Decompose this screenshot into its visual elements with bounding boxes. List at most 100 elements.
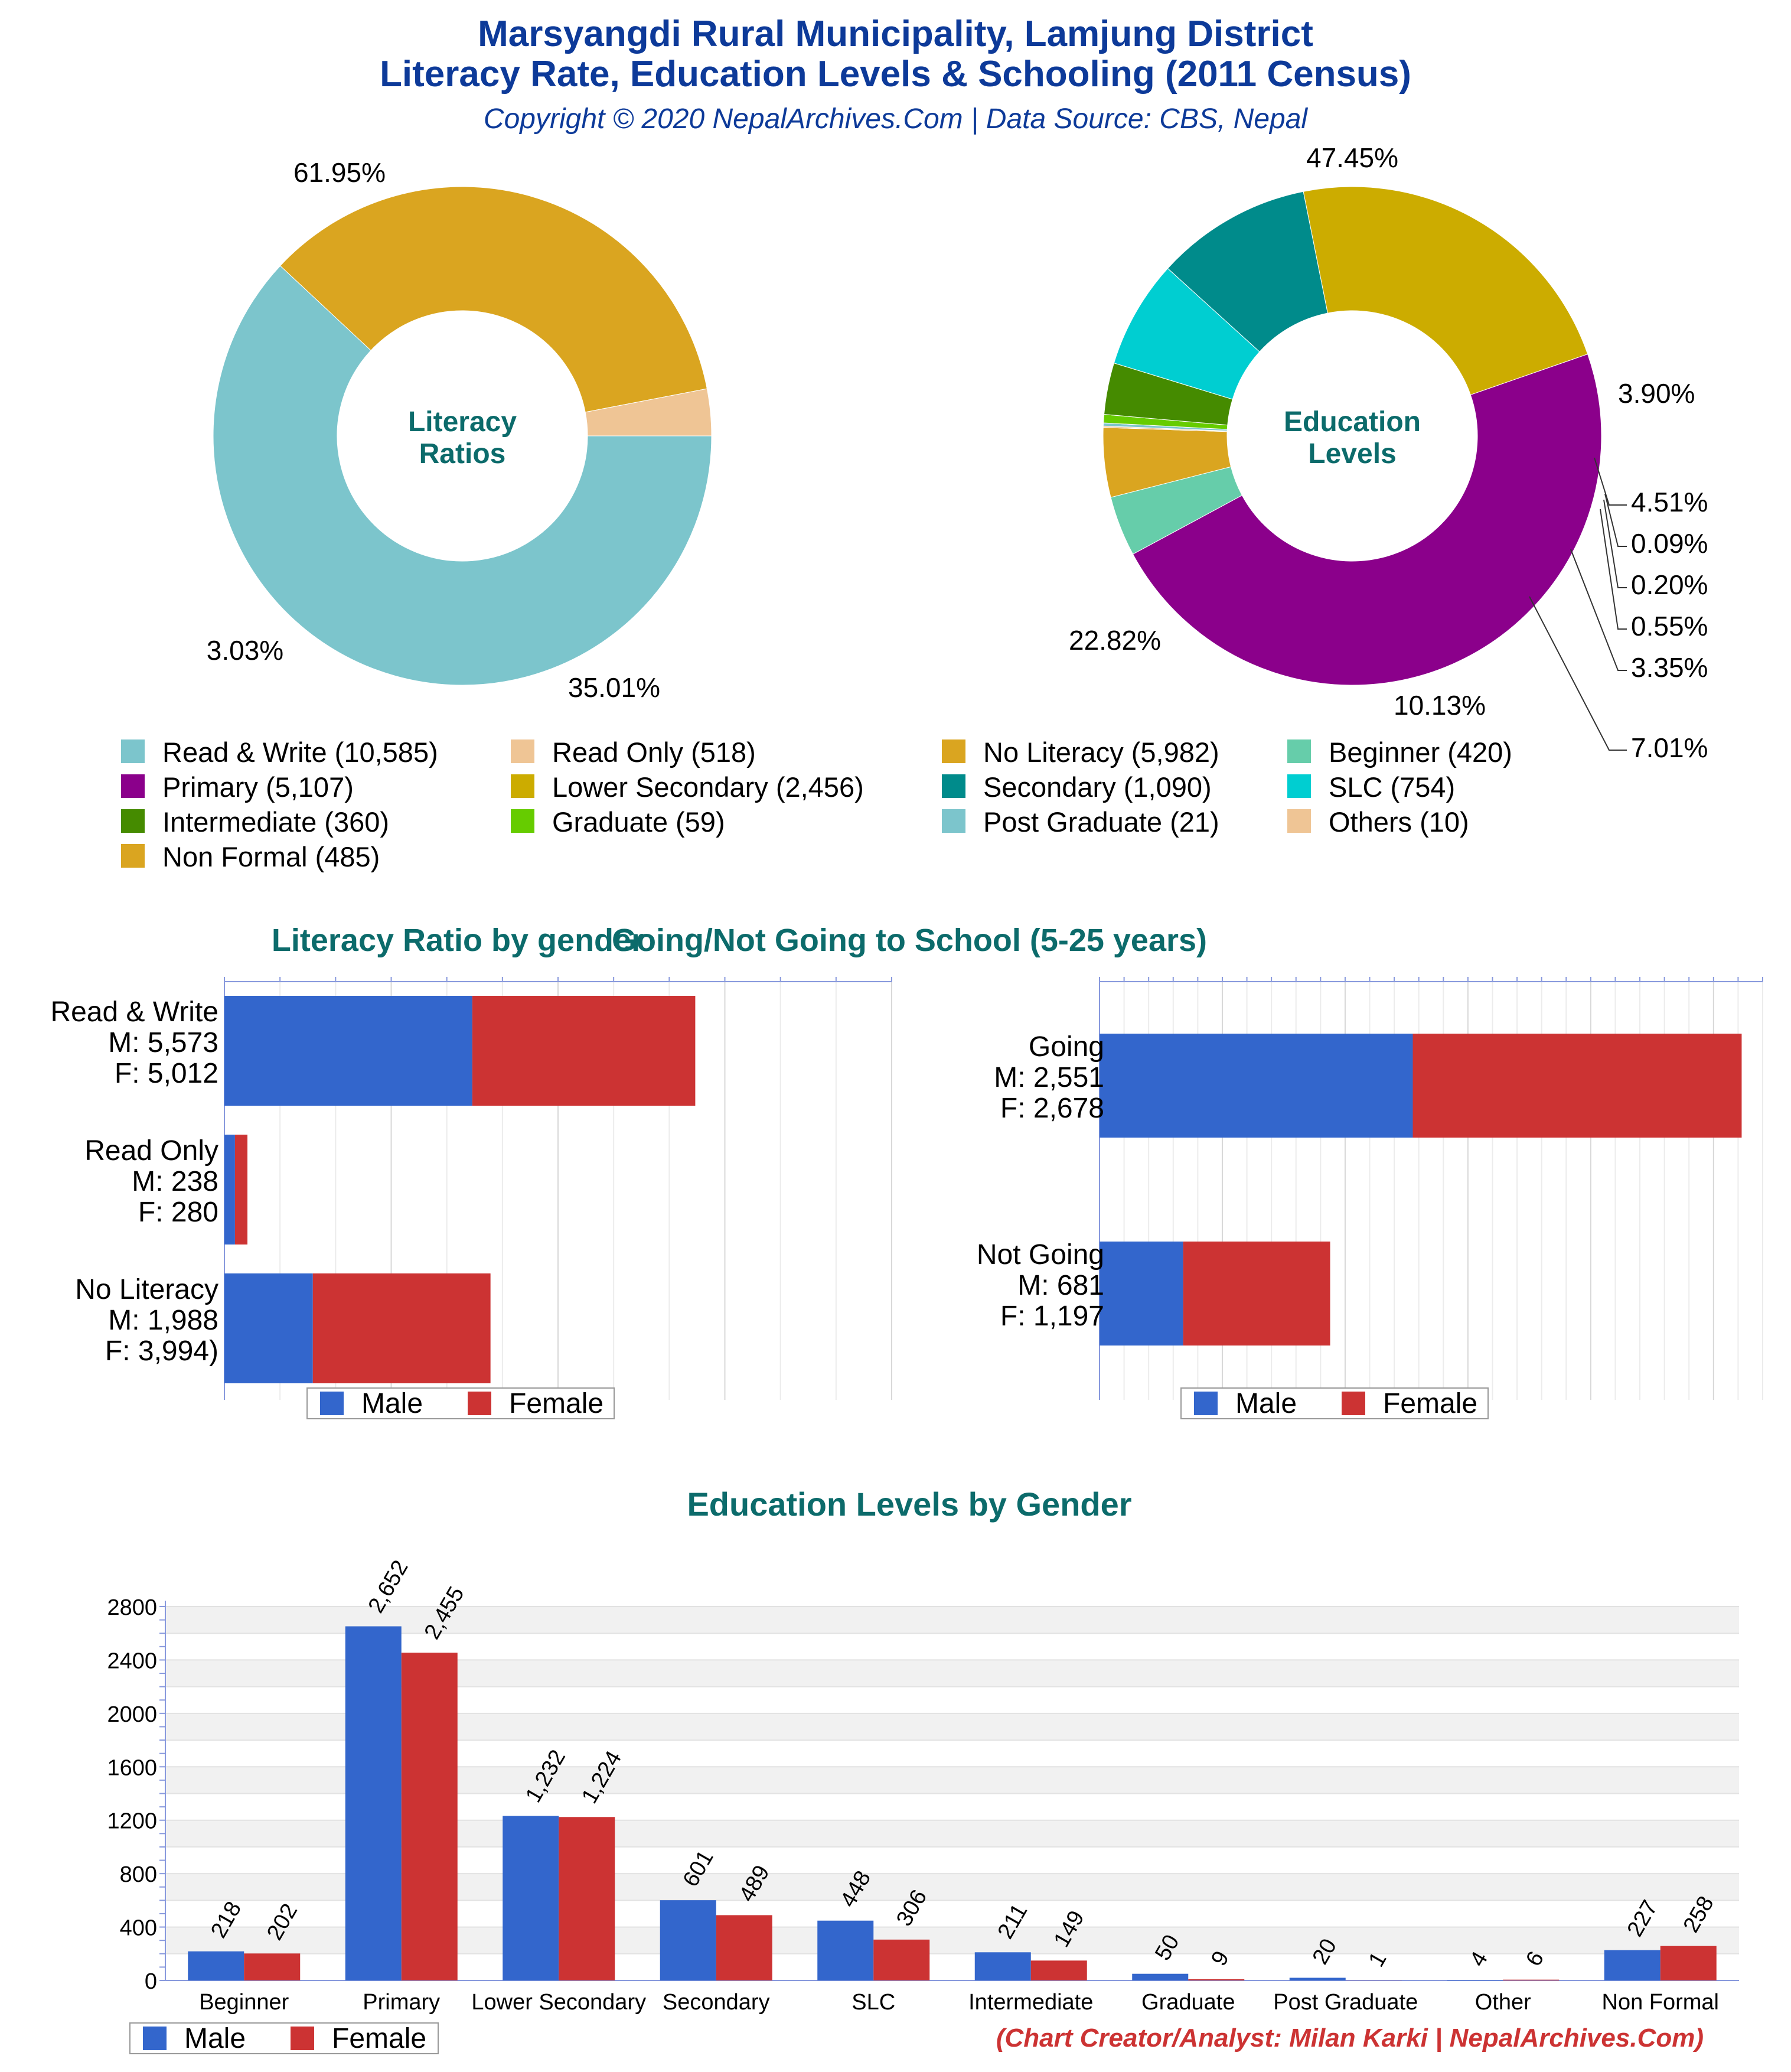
x-tick-label: Primary — [363, 1990, 440, 2015]
legend-swatch — [511, 774, 534, 798]
y-tick-label: 2800 — [107, 1595, 157, 1620]
bar-female — [1188, 1979, 1245, 1980]
legend-label: Post Graduate (21) — [983, 806, 1219, 838]
donut-percent-label: 61.95% — [293, 157, 386, 188]
bar-male — [224, 996, 472, 1106]
y-tick-label: 0 — [145, 1969, 157, 1994]
hbar-title: Literacy Ratio by gender — [272, 923, 644, 958]
bar-female — [1660, 1946, 1717, 1980]
bar-male — [1100, 1242, 1183, 1346]
legend-swatch — [121, 739, 145, 763]
y-tick-label: 800 — [120, 1862, 157, 1887]
legend-swatch — [942, 774, 965, 798]
legend-label-male: Male — [184, 2023, 246, 2054]
donut-center-label: Levels — [1308, 438, 1396, 470]
x-tick-label: Beginner — [199, 1990, 289, 2015]
donut-percent-label: 0.20% — [1631, 569, 1708, 600]
bar-male — [1289, 1977, 1346, 1980]
legend-label: Graduate (59) — [552, 806, 725, 838]
page-title-line2: Literacy Rate, Education Levels & School… — [380, 54, 1411, 95]
bar-female — [1183, 1242, 1330, 1346]
legend-swatch — [511, 809, 534, 833]
category-label: No Literacy — [75, 1274, 218, 1305]
donut-percent-label: 47.45% — [1306, 142, 1398, 173]
legend-label: No Literacy (5,982) — [983, 737, 1219, 768]
bar-male — [1100, 1034, 1413, 1138]
category-label: Not Going — [977, 1239, 1104, 1270]
donut-slice-read-write — [213, 265, 712, 686]
donut-leader-line — [1604, 493, 1627, 547]
x-tick-label: Non Formal — [1602, 1990, 1720, 2015]
bar-male — [224, 1273, 313, 1383]
pie-legend: Read & Write (10,585) Read Only (518) No L… — [121, 737, 1512, 872]
legend-label: Lower Secondary (2,456) — [552, 771, 864, 803]
legend-swatch — [942, 739, 965, 763]
donut-percent-label: 35.01% — [568, 672, 660, 703]
category-label: F: 1,197 — [1000, 1301, 1104, 1332]
category-label: F: 280 — [138, 1197, 218, 1228]
legend-label-female: Female — [1383, 1388, 1477, 1419]
donut-leader-line — [1529, 596, 1627, 751]
legend-swatch — [121, 844, 145, 868]
bar-female — [873, 1939, 930, 1980]
legend-label-male: Male — [361, 1388, 423, 1419]
category-label: F: 3,994) — [105, 1335, 218, 1367]
legend-swatch — [1287, 739, 1311, 763]
bar-male — [503, 1816, 559, 1980]
vbar-title: Education Levels by Gender — [687, 1485, 1131, 1523]
donut-slice-lower-secondary — [1303, 186, 1588, 396]
donut-slice-read-only — [585, 388, 712, 436]
bar-female — [312, 1273, 491, 1383]
legend-label-female: Female — [509, 1388, 603, 1419]
category-label: F: 2,678 — [1000, 1093, 1104, 1124]
legend-label: Read & Write (10,585) — [162, 737, 438, 768]
donut-slice-no-literacy — [279, 186, 707, 413]
bar-male — [224, 1135, 235, 1244]
legend-swatch-female — [291, 2027, 314, 2050]
legend-swatch — [121, 809, 145, 833]
legend-swatch-male — [320, 1392, 344, 1415]
legend-swatch-male — [143, 2027, 167, 2050]
vbar-legend-box — [129, 2022, 439, 2054]
donut-percent-label: 0.55% — [1631, 611, 1708, 641]
donut-center-label: Education — [1284, 406, 1421, 438]
legend-label: Secondary (1,090) — [983, 771, 1212, 803]
donut-slice-primary — [1132, 353, 1602, 686]
bar-male — [188, 1951, 244, 1980]
bar-male — [817, 1920, 874, 1980]
x-tick-label: Other — [1475, 1990, 1531, 2015]
legend-label: SLC (754) — [1329, 771, 1455, 803]
bar-female — [1412, 1034, 1742, 1138]
legend-swatch — [121, 774, 145, 798]
legend-label-male: Male — [1235, 1388, 1297, 1419]
bar-male — [1604, 1950, 1660, 1980]
donut-percent-label: 7.01% — [1631, 732, 1708, 763]
bar-female — [716, 1915, 772, 1980]
category-label: Going — [1029, 1031, 1104, 1063]
donut-percent-label: 10.13% — [1394, 690, 1486, 721]
hbar-title: Going/Not Going to School (5-25 years) — [612, 923, 1207, 958]
bar-legend-box — [306, 1387, 615, 1419]
donut-leader-line — [1603, 499, 1627, 588]
y-tick-label: 400 — [120, 1916, 157, 1941]
legend-label: Intermediate (360) — [162, 806, 389, 838]
donut-leader-line — [1594, 457, 1627, 506]
legend-swatch-female — [1342, 1392, 1365, 1415]
legend-label: Primary (5,107) — [162, 771, 354, 803]
legend-label-female: Female — [332, 2023, 426, 2054]
bar-male — [660, 1900, 716, 1980]
legend-label: Non Formal (485) — [162, 841, 380, 872]
legend-swatch-male — [1194, 1392, 1218, 1415]
x-tick-label: Graduate — [1141, 1990, 1235, 2015]
donut-center-label: Literacy — [408, 406, 517, 438]
page-title-line1: Marsyangdi Rural Municipality, Lamjung D… — [478, 14, 1313, 54]
bar-legend-box — [1180, 1387, 1489, 1419]
donut-percent-label: 0.09% — [1631, 528, 1708, 559]
footer-credit: (Chart Creator/Analyst: Milan Karki | Ne… — [996, 2024, 1704, 2053]
grid-band — [165, 1607, 1739, 1634]
y-tick-label: 1200 — [107, 1809, 157, 1834]
y-tick-label: 1600 — [107, 1755, 157, 1780]
